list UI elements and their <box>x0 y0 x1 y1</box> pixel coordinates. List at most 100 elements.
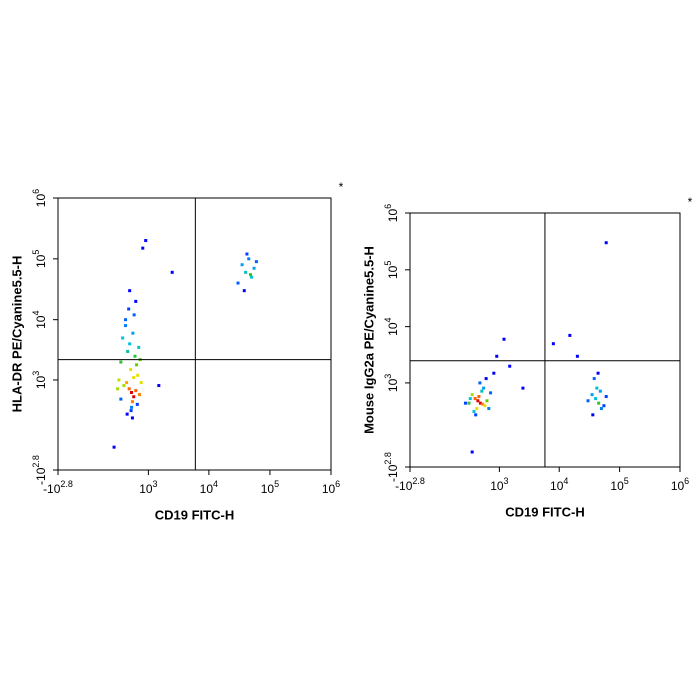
event-dot <box>244 270 248 274</box>
x-tick-label: 106 <box>671 476 689 493</box>
y-axis-label: HLA-DR PE/Cyanine5.5-H <box>9 256 24 413</box>
event-dot <box>119 360 123 364</box>
event-dot <box>521 386 525 390</box>
event-dot <box>596 371 600 375</box>
event-dot <box>250 275 254 279</box>
event-dot <box>245 252 249 256</box>
event-dot <box>119 397 123 401</box>
event-dot <box>602 404 606 408</box>
event-dot <box>124 324 128 328</box>
y-tick-label: 104 <box>383 317 400 335</box>
event-dot <box>247 257 251 261</box>
event-dot <box>125 381 129 385</box>
y-tick-label: 104 <box>31 310 48 328</box>
event-dot <box>575 354 579 358</box>
event-dot <box>568 333 572 337</box>
event-dot <box>127 387 131 391</box>
event-dot <box>478 381 482 385</box>
x-tick-label: 104 <box>550 476 568 493</box>
event-dot <box>597 401 601 405</box>
event-dot <box>134 299 138 303</box>
marker: * <box>339 180 344 194</box>
event-dot <box>604 395 608 399</box>
y-tick-label: 105 <box>31 250 48 268</box>
event-dot <box>476 399 480 403</box>
event-dot <box>478 401 482 405</box>
event-dot <box>480 389 484 393</box>
event-dot <box>131 331 135 335</box>
event-dot <box>129 409 133 413</box>
event-dot <box>463 401 467 405</box>
x-tick-label: 106 <box>322 479 340 496</box>
event-dot <box>594 397 598 401</box>
event-dot <box>487 407 491 411</box>
event-dot <box>242 289 246 293</box>
event-dot <box>130 405 134 409</box>
event-dot <box>170 270 174 274</box>
event-dot <box>121 336 125 340</box>
y-tick-label: 105 <box>383 261 400 279</box>
event-dot <box>254 260 258 264</box>
event-dot <box>124 318 128 322</box>
marker: * <box>688 195 693 209</box>
event-dot <box>477 395 481 399</box>
event-dot <box>475 407 479 411</box>
event-dot <box>132 313 136 317</box>
event-dot <box>586 399 590 403</box>
event-dot <box>135 363 139 367</box>
event-dot <box>132 395 136 399</box>
event-dot <box>137 393 141 397</box>
y-tick-label: 103 <box>31 371 48 389</box>
event-dot <box>470 393 474 397</box>
event-dot <box>492 371 496 375</box>
event-dot <box>136 373 140 377</box>
event-dot <box>132 376 136 380</box>
event-dot <box>485 399 489 403</box>
y-tick-label: 106 <box>31 189 48 207</box>
plot-frame <box>57 197 332 471</box>
y-tick-label: 103 <box>383 374 400 392</box>
event-dot <box>127 307 131 311</box>
event-dot <box>116 387 120 391</box>
event-dot <box>508 364 512 368</box>
event-dot <box>599 407 603 411</box>
event-dot <box>592 377 596 381</box>
event-dot <box>130 400 134 404</box>
event-dot <box>117 378 121 382</box>
x-axis-label: CD19 FITC-H <box>505 504 584 519</box>
y-tick-label: 106 <box>383 204 400 222</box>
event-dot <box>125 412 129 416</box>
y-tick-label: -102.8 <box>31 455 48 485</box>
x-tick-label: 103 <box>490 476 508 493</box>
event-dot <box>551 342 555 346</box>
event-dot <box>112 445 116 449</box>
event-dot <box>130 416 134 420</box>
event-dot <box>236 281 240 285</box>
event-dot <box>473 397 477 401</box>
event-dot <box>130 391 134 395</box>
event-dot <box>240 263 244 267</box>
event-dot <box>481 402 485 406</box>
x-axis-label: CD19 FITC-H <box>155 507 234 522</box>
event-dot <box>484 377 488 381</box>
event-dot <box>157 384 161 388</box>
event-dot <box>502 337 506 341</box>
event-dot <box>590 393 594 397</box>
event-dot <box>483 404 487 408</box>
event-dot <box>595 386 599 390</box>
event-dot <box>144 239 148 243</box>
event-dot <box>137 345 141 349</box>
y-tick-label: -102.8 <box>383 452 400 482</box>
event-dot <box>135 402 139 406</box>
x-tick-label: 105 <box>610 476 628 493</box>
event-dot <box>248 273 252 277</box>
y-axis-label: Mouse IgG2a PE/Cyanine5.5-H <box>361 246 376 434</box>
event-dot <box>495 354 499 358</box>
event-dot <box>128 289 132 293</box>
event-dot <box>474 413 478 417</box>
x-tick-label: 103 <box>139 479 157 496</box>
event-dot <box>122 384 126 388</box>
event-dot <box>489 391 493 395</box>
event-dot <box>141 246 145 250</box>
event-dot <box>470 450 474 454</box>
